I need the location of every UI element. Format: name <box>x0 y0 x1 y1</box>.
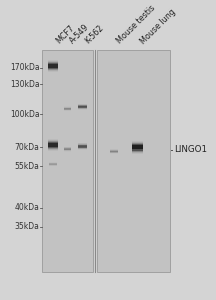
Bar <box>48 139 58 140</box>
Bar <box>78 146 87 147</box>
Bar <box>78 145 87 146</box>
Text: Mouse testis: Mouse testis <box>115 4 157 46</box>
Text: 40kDa: 40kDa <box>14 203 40 212</box>
Bar <box>110 151 118 152</box>
Bar <box>48 146 58 147</box>
Bar <box>132 146 143 147</box>
Bar <box>48 147 58 148</box>
Bar <box>48 148 58 149</box>
Bar <box>48 149 58 150</box>
Bar <box>48 140 58 141</box>
Bar <box>42 50 93 272</box>
Bar <box>48 60 58 61</box>
Bar <box>110 152 118 153</box>
Bar <box>110 150 118 151</box>
Bar <box>132 141 143 142</box>
Bar <box>78 149 87 150</box>
Bar <box>48 61 58 62</box>
Bar <box>64 150 71 151</box>
Bar <box>48 63 58 64</box>
Bar <box>48 66 58 67</box>
Bar <box>48 65 58 66</box>
Bar <box>48 141 58 142</box>
Bar <box>49 162 57 163</box>
Bar <box>48 62 58 63</box>
Bar <box>64 109 71 110</box>
Bar <box>132 148 143 149</box>
Bar <box>48 142 58 143</box>
Text: 55kDa: 55kDa <box>14 162 40 171</box>
Bar <box>110 149 118 150</box>
Bar <box>48 145 58 146</box>
Bar <box>78 144 87 145</box>
Bar <box>78 107 87 108</box>
Text: A-549: A-549 <box>68 23 91 46</box>
Bar <box>64 148 71 149</box>
Bar <box>132 144 143 145</box>
Text: MCF7: MCF7 <box>54 24 76 46</box>
Bar <box>48 70 58 71</box>
Bar <box>97 50 170 272</box>
Bar <box>132 152 143 153</box>
Bar <box>64 107 71 108</box>
Bar <box>48 68 58 69</box>
Bar <box>78 105 87 106</box>
Bar <box>49 164 57 165</box>
Bar <box>132 142 143 143</box>
Bar <box>132 151 143 152</box>
Bar <box>78 106 87 107</box>
Bar <box>78 104 87 105</box>
Bar <box>48 71 58 72</box>
Text: 35kDa: 35kDa <box>14 222 40 231</box>
Bar <box>48 144 58 145</box>
Bar <box>64 147 71 148</box>
Text: 70kDa: 70kDa <box>14 143 40 152</box>
Bar <box>49 163 57 164</box>
Text: K-562: K-562 <box>83 24 105 46</box>
Bar <box>64 108 71 109</box>
Bar <box>132 147 143 148</box>
Text: 130kDa: 130kDa <box>10 80 40 89</box>
Bar <box>78 147 87 148</box>
Bar <box>64 110 71 111</box>
Bar <box>78 108 87 109</box>
Bar <box>64 151 71 152</box>
Text: LINGO1: LINGO1 <box>174 146 207 154</box>
Bar <box>78 143 87 144</box>
Bar <box>78 148 87 149</box>
Text: 100kDa: 100kDa <box>10 110 40 119</box>
Bar <box>48 143 58 144</box>
Bar <box>64 106 71 107</box>
Bar <box>110 153 118 154</box>
Bar <box>64 149 71 150</box>
Bar <box>49 165 57 166</box>
Bar <box>48 150 58 152</box>
Bar <box>132 143 143 144</box>
Bar <box>48 64 58 65</box>
Bar <box>132 145 143 146</box>
Bar <box>132 149 143 151</box>
Bar <box>132 153 143 154</box>
Text: Mouse lung: Mouse lung <box>139 7 178 46</box>
Bar <box>48 67 58 68</box>
Text: 170kDa: 170kDa <box>10 63 40 72</box>
Bar <box>48 69 58 70</box>
